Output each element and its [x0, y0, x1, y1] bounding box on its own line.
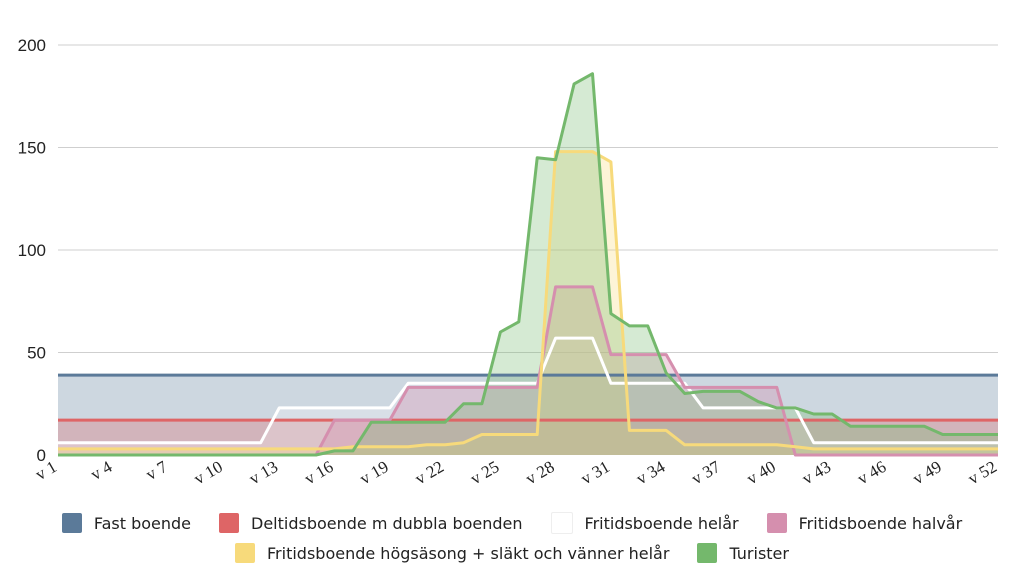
grid-layer: [58, 44, 998, 353]
x-tick-label: v 19: [357, 457, 392, 488]
y-tick-label: 0: [37, 446, 46, 465]
legend-swatch: [766, 513, 787, 533]
legend-row-1: Fast boende Deltidsboende m dubbla boend…: [0, 508, 1024, 538]
legend-label: Fast boende: [93, 513, 191, 533]
series-line: [58, 72, 998, 457]
legend-label: Fritidsboende halvår: [798, 513, 963, 533]
series-line: [58, 150, 998, 451]
x-tick-label: v 22: [412, 457, 447, 488]
x-tick-label: v 4: [87, 457, 115, 484]
series-line: [58, 336, 998, 445]
x-tick-label: v 37: [688, 457, 724, 489]
x-tick-label: v 7: [143, 457, 171, 484]
legend-item: Fritidsboende högsäsong + släkt och vänn…: [235, 543, 669, 563]
y-axis: 0 50 100 150 200: [18, 36, 46, 465]
legend-item: Fritidsboende halvår: [766, 513, 963, 533]
legend-swatch: [61, 513, 82, 533]
legend: Fast boende Deltidsboende m dubbla boend…: [0, 508, 1024, 568]
legend-swatch: [235, 543, 256, 563]
x-tick-label: v 16: [301, 457, 336, 488]
x-tick-label: v 46: [854, 457, 889, 488]
x-tick-label: v 43: [799, 457, 834, 488]
series-area: [58, 286, 998, 455]
y-tick-label: 200: [18, 36, 46, 55]
x-tick-label: v 28: [522, 457, 557, 488]
legend-row-2: Fritidsboende högsäsong + släkt och vänn…: [0, 538, 1024, 568]
x-tick-label: v 49: [909, 457, 944, 488]
y-tick-label: 100: [18, 241, 46, 260]
legend-swatch: [550, 512, 573, 534]
x-tick-label: v 31: [578, 457, 613, 488]
legend-item: Deltidsboende m dubbla boenden: [219, 513, 523, 533]
legend-item: Fritidsboende helår: [550, 512, 739, 534]
x-tick-label: v 52: [965, 457, 1000, 488]
legend-swatch: [697, 543, 718, 563]
x-tick-label: v 34: [633, 457, 669, 489]
y-tick-label: 50: [27, 344, 46, 363]
legend-label: Deltidsboende m dubbla boenden: [251, 513, 523, 533]
y-tick-label: 150: [18, 139, 46, 158]
legend-item: Turister: [697, 543, 789, 563]
legend-item: Fast boende: [61, 513, 191, 533]
series-area: [58, 338, 998, 455]
legend-label: Fritidsboende helår: [584, 513, 739, 533]
x-tick-label: v 13: [246, 457, 281, 488]
series-area: [58, 73, 998, 455]
legend-label: Fritidsboende högsäsong + släkt och vänn…: [267, 543, 670, 563]
area-layer: [58, 73, 998, 455]
x-tick-label: v 10: [191, 457, 226, 488]
series-area: [58, 375, 998, 455]
line-layer: [58, 72, 998, 457]
legend-swatch: [219, 513, 239, 533]
x-tick-label: v 40: [744, 457, 779, 488]
legend-label: Turister: [729, 543, 789, 563]
x-tick-label: v 25: [467, 457, 502, 488]
